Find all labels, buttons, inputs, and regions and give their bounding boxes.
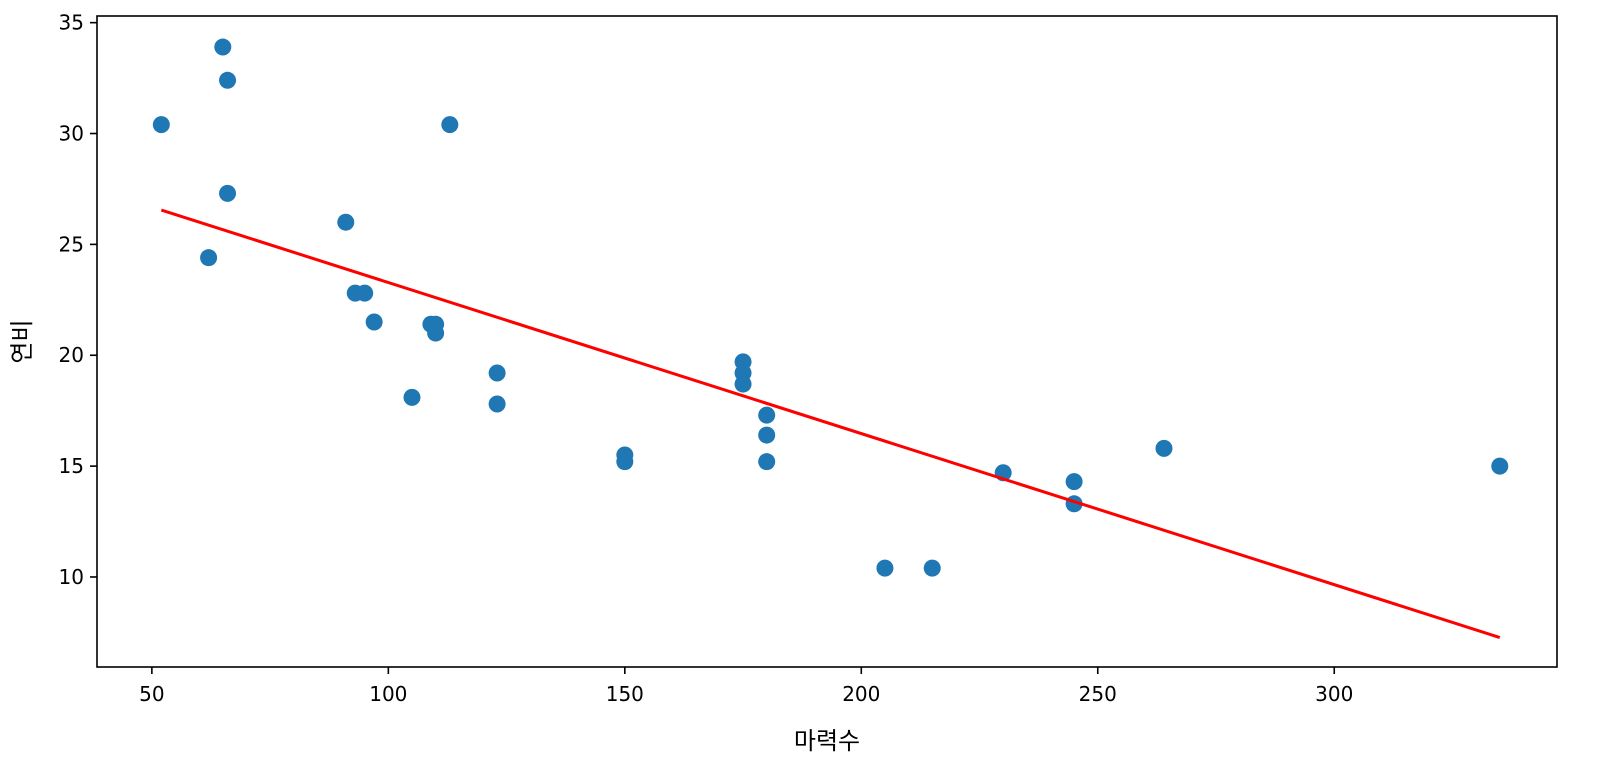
data-point	[356, 284, 374, 302]
data-point	[365, 313, 383, 331]
data-point	[876, 559, 894, 577]
y-tick-label: 10	[59, 565, 84, 589]
data-point	[923, 559, 941, 577]
data-point	[1065, 473, 1083, 491]
x-axis-label: 마력수	[794, 727, 860, 755]
y-tick-label: 20	[59, 343, 84, 367]
y-axis-ticks: 10 15 20 25 30 35	[59, 11, 97, 589]
data-point	[758, 453, 776, 471]
x-tick-label: 300	[1315, 682, 1353, 706]
data-point	[214, 38, 232, 56]
x-axis-ticks: 50 100 150 200 250 300	[139, 667, 1353, 706]
data-point	[152, 116, 170, 134]
data-point	[758, 406, 776, 424]
x-tick-label: 200	[842, 682, 880, 706]
data-point	[219, 71, 237, 89]
x-tick-label: 100	[369, 682, 407, 706]
y-tick-label: 35	[59, 11, 84, 35]
data-point	[427, 324, 445, 342]
x-tick-label: 150	[606, 682, 644, 706]
data-point	[488, 364, 506, 382]
data-point	[200, 249, 218, 267]
plot-area-background	[97, 16, 1557, 667]
y-tick-label: 15	[59, 454, 84, 478]
data-point	[1491, 457, 1509, 475]
data-point	[441, 116, 459, 134]
data-point	[337, 213, 355, 231]
data-point	[734, 375, 752, 393]
regression-line	[160, 208, 1501, 639]
data-point	[488, 395, 506, 413]
data-point	[758, 426, 776, 444]
y-axis-label: 연비	[8, 319, 36, 363]
y-tick-label: 30	[59, 122, 84, 146]
points-layer	[152, 38, 1509, 577]
x-tick-label: 250	[1079, 682, 1117, 706]
x-tick-label: 50	[139, 682, 164, 706]
y-tick-label: 25	[59, 232, 84, 256]
data-point	[219, 184, 237, 202]
data-point	[403, 388, 421, 406]
data-point	[616, 453, 634, 471]
data-point	[1155, 439, 1173, 457]
plot-frame	[96, 15, 1558, 668]
regression-line-layer	[160, 208, 1501, 639]
